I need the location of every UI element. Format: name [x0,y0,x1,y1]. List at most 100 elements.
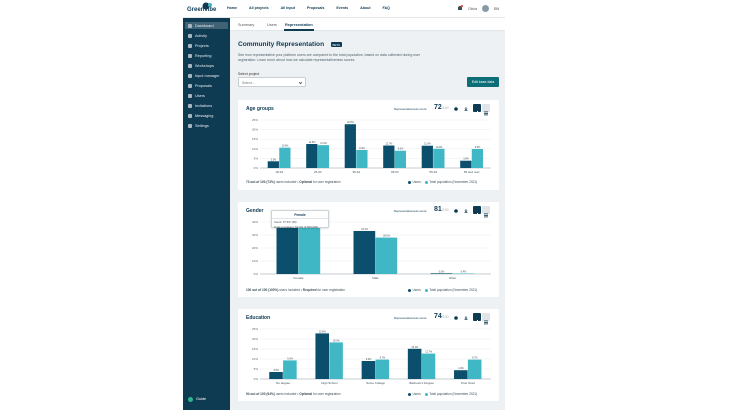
sidebar-item-input-manager[interactable]: Input manager [185,72,228,79]
download-icon[interactable] [464,209,468,213]
sidebar-item-invitations[interactable]: Invitations [185,102,228,109]
info-icon[interactable] [454,209,458,213]
data-label: 10.6% [282,145,290,148]
chart-view-toggle[interactable] [473,206,481,217]
footnote-tag: Optional [299,180,313,184]
sidebar-item-workshops[interactable]: Workshops [185,62,228,69]
sidebar: Dashboard Activity Projects Reporting Wo… [183,18,230,410]
card-title: Gender [246,208,264,214]
tab-users[interactable]: Users [267,23,277,27]
x-tick-label: Some College [366,381,385,385]
bar-chart-icon [475,320,478,324]
beta-badge: BETA [331,42,342,47]
download-icon[interactable] [464,316,468,320]
data-label: 28.0% [383,235,391,238]
chart-view-toggle[interactable] [473,313,481,324]
x-tick-label: 65 and over [464,170,480,174]
x-tick-label: 25-34 [314,170,322,174]
nav-links: Home All projects All input Proposals Ev… [227,6,402,10]
data-label: 9.3% [287,357,293,360]
language-selector[interactable]: EN [494,6,499,11]
sidebar-item-label: Activity [195,33,208,38]
data-label: 9.9% [475,146,481,149]
download-icon[interactable] [464,107,468,111]
users-bar [315,333,329,379]
notifications-bell-icon[interactable] [457,5,463,12]
users-bar [460,160,472,168]
info-icon[interactable] [454,316,458,320]
footnote-count: 73 out of 100 (73%) [246,180,275,184]
data-label: 4.4% [458,367,464,370]
guide-button[interactable]: Guide [185,395,228,403]
chart-legend: Users Total population (November 2021) [408,392,477,396]
nav-faq[interactable]: FAQ [382,6,390,10]
data-label: 22.8% [347,121,355,124]
y-tick-label: 40% [252,220,258,224]
avatar[interactable] [482,5,489,12]
population-bar [375,359,390,379]
x-tick-label: 55-64 [429,170,437,174]
data-label: 10.0% [436,146,444,149]
nav-all-projects[interactable]: All projects [249,6,269,10]
data-label: 18.3% [333,339,341,342]
tab-representation[interactable]: Representation [285,23,313,27]
sidebar-item-activity[interactable]: Activity [185,32,228,39]
sidebar-item-dashboard[interactable]: Dashboard [185,22,228,29]
sidebar-item-users[interactable]: Users [185,92,228,99]
sidebar-item-projects[interactable]: Projects [185,42,228,49]
nav-events[interactable]: Events [336,6,349,10]
legend-users-swatch [408,180,411,184]
footnote-text: users included [279,288,300,292]
table-view-toggle[interactable] [482,206,490,218]
score-label: Representativeness score: [394,107,428,111]
legend-users-swatch [408,288,411,292]
table-icon [484,320,488,325]
user-name[interactable]: Olivia [468,6,477,11]
chart-view-toggle[interactable] [473,104,481,115]
score-max: /100 [441,106,449,110]
table-view-toggle[interactable] [482,104,490,116]
sidebar-item-label: Messaging [195,113,214,118]
bar-chart-icon [475,213,478,217]
project-select[interactable]: Select... [238,77,306,87]
legend-users-swatch [408,392,411,396]
table-view-toggle[interactable] [482,313,490,325]
population-bar [298,227,321,274]
nav-all-input[interactable]: All input [280,6,295,10]
sidebar-item-label: Workshops [195,63,214,68]
nav-proposals[interactable]: Proposals [306,6,325,10]
gender-card: Gender Representativeness score: 81/100 … [238,202,499,297]
sidebar-item-reporting[interactable]: Reporting [185,52,228,59]
score-value: 72/100 [434,104,449,111]
info-icon[interactable] [454,107,458,111]
card-title: Age groups [246,106,274,112]
data-label: 22.8% [319,330,327,333]
logo[interactable]: Greenvibe [187,2,227,15]
nav-home[interactable]: Home [227,6,237,10]
score-label: Representativeness score: [394,316,428,320]
y-tick-label: 5% [254,367,259,371]
edit-base-data-button[interactable]: Edit base data [467,77,499,87]
sidebar-item-messaging[interactable]: Messaging [185,112,228,119]
footnote-tail: for user registration [313,392,341,396]
tooltip-users: Users: 37.6% (38) [274,220,297,224]
users-bar [353,230,376,274]
x-tick-label: Other [449,276,457,280]
data-label: 11.7% [386,143,393,146]
tooltip-population: Total population: 50.4% (1,500,000) [274,225,319,229]
users-bar [306,144,318,168]
chart-tooltip: Female Users: 37.6% (38) Total populatio… [271,210,329,229]
sidebar-item-label: Proposals [195,83,212,88]
users-icon [188,93,192,98]
population-bar [283,360,297,379]
sidebar-item-settings[interactable]: Settings [185,122,228,129]
sidebar-item-proposals[interactable]: Proposals [185,82,228,89]
y-tick-label: 10% [252,357,258,361]
footnote-tag: Required [302,288,317,292]
nav-about[interactable]: About [360,6,371,10]
guide-label: Guide [196,397,207,401]
activity-icon [188,33,192,38]
footnote-count: 100 out of 100 (100%) [246,288,279,292]
tab-summary[interactable]: Summary [238,23,255,27]
sidebar-item-label: Input manager [195,73,220,78]
